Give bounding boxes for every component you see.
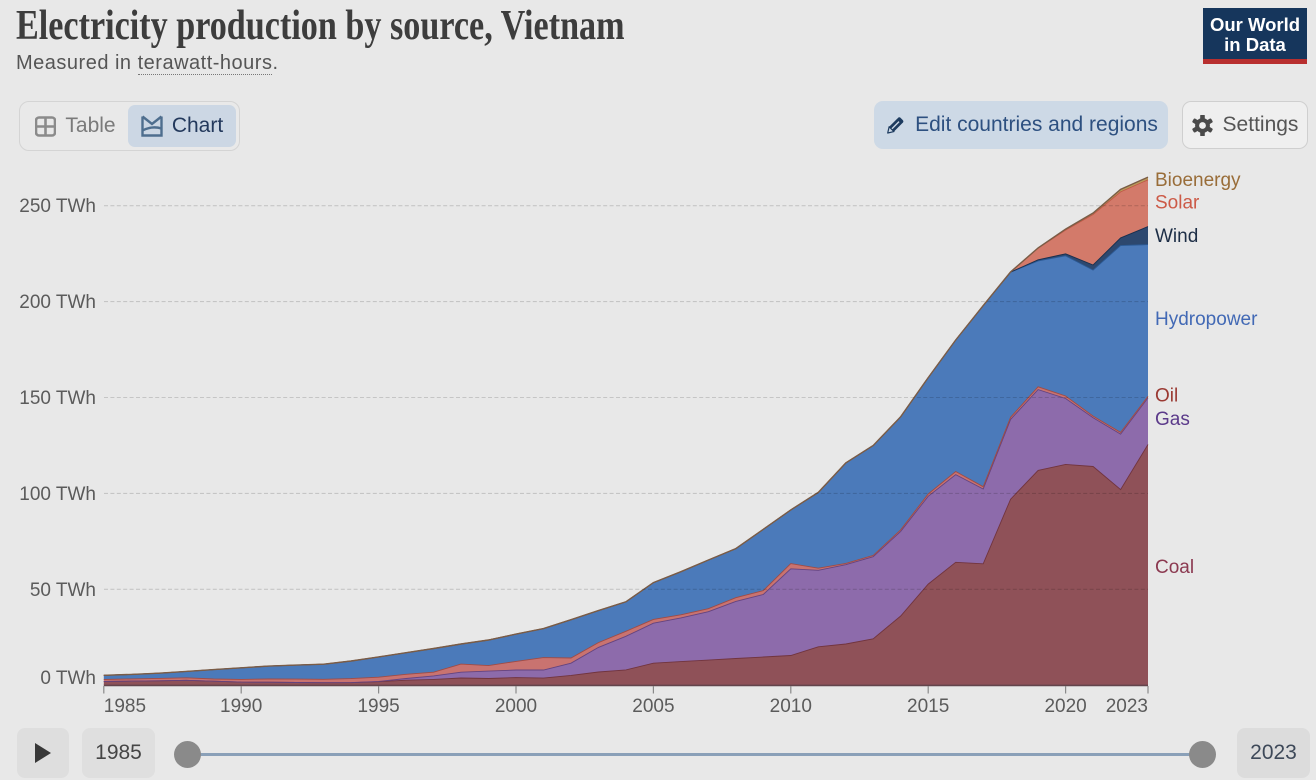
svg-text:2010: 2010 (770, 696, 812, 717)
svg-text:200 TWh: 200 TWh (19, 292, 96, 313)
svg-text:Gas: Gas (1155, 409, 1190, 430)
svg-text:250 TWh: 250 TWh (19, 196, 96, 217)
svg-text:Solar: Solar (1155, 192, 1200, 213)
svg-text:Coal: Coal (1155, 557, 1194, 578)
svg-text:2000: 2000 (495, 696, 537, 717)
svg-text:Wind: Wind (1155, 226, 1198, 247)
svg-text:Bioenergy: Bioenergy (1155, 170, 1241, 191)
svg-text:100 TWh: 100 TWh (19, 484, 96, 505)
svg-text:50 TWh: 50 TWh (30, 580, 96, 601)
svg-text:2023: 2023 (1106, 696, 1148, 717)
svg-text:1995: 1995 (357, 696, 399, 717)
svg-text:2005: 2005 (632, 696, 674, 717)
svg-text:Oil: Oil (1155, 386, 1178, 407)
svg-text:2020: 2020 (1044, 696, 1086, 717)
svg-text:1990: 1990 (220, 696, 262, 717)
svg-text:1985: 1985 (104, 696, 146, 717)
svg-text:150 TWh: 150 TWh (19, 388, 96, 409)
svg-text:0 TWh: 0 TWh (40, 668, 96, 689)
svg-text:Hydropower: Hydropower (1155, 309, 1258, 330)
svg-text:2015: 2015 (907, 696, 949, 717)
